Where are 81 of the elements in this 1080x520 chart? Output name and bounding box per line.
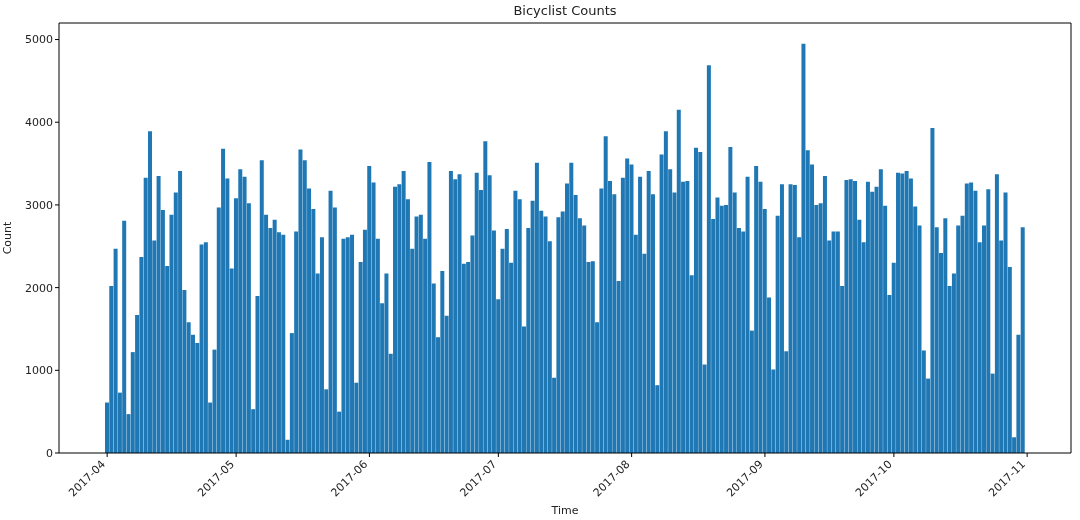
bar: [754, 166, 759, 453]
bar: [513, 190, 518, 453]
bar: [844, 180, 849, 453]
bar: [625, 158, 630, 453]
bar: [865, 181, 870, 453]
y-tick-label: 4000: [25, 116, 53, 130]
bar: [706, 65, 711, 453]
bar: [728, 147, 733, 453]
bar: [986, 189, 991, 453]
bar: [440, 271, 445, 453]
bar: [341, 238, 346, 453]
bar: [345, 237, 350, 453]
bar: [698, 152, 703, 453]
chart-title: Bicyclist Counts: [513, 3, 617, 18]
bar: [848, 179, 853, 453]
bar: [779, 184, 784, 453]
bar: [994, 174, 999, 453]
bar: [835, 231, 840, 453]
y-axis-title: Count: [1, 221, 14, 255]
bar: [113, 248, 118, 453]
bar: [393, 186, 398, 453]
bar: [427, 161, 432, 453]
bar: [534, 162, 539, 453]
bar: [715, 197, 720, 453]
bar: [504, 228, 509, 453]
bar: [221, 148, 226, 453]
bar: [878, 169, 883, 453]
bar: [156, 175, 161, 453]
bar: [676, 109, 681, 453]
bar: [178, 171, 183, 453]
bar: [590, 261, 595, 453]
y-tick-label: 3000: [25, 198, 53, 212]
bar: [693, 147, 698, 453]
bar: [964, 183, 969, 453]
bar: [663, 131, 668, 453]
bar: [203, 242, 208, 453]
bar: [896, 172, 901, 453]
y-tick-label: 1000: [25, 364, 53, 378]
bar: [418, 214, 423, 453]
bar: [1020, 227, 1025, 453]
bar: [350, 234, 355, 453]
bar: [401, 171, 406, 453]
bar: [685, 180, 690, 453]
bar: [853, 180, 858, 453]
bar: [969, 182, 974, 453]
bar: [474, 172, 479, 453]
bar: [822, 175, 827, 453]
bar: [147, 131, 152, 453]
bar: [1003, 192, 1008, 453]
x-axis-title: Time: [551, 504, 579, 517]
bar: [943, 218, 948, 453]
bar: [603, 136, 608, 453]
bar: [298, 149, 303, 453]
bar: [930, 128, 935, 453]
bar: [281, 234, 286, 453]
y-tick-label: 5000: [25, 33, 53, 47]
bar: [638, 176, 643, 453]
bar: [448, 171, 453, 453]
bar: [792, 185, 797, 453]
y-tick-label: 0: [46, 446, 53, 460]
bar: [328, 190, 333, 453]
bar: [745, 176, 750, 453]
bar: [384, 273, 389, 453]
bar: [259, 160, 264, 453]
y-tick-label: 2000: [25, 281, 53, 295]
bar: [457, 174, 462, 453]
bar: [238, 169, 243, 453]
bar: [367, 166, 372, 453]
bar: [569, 162, 574, 453]
bar: [122, 220, 127, 453]
bar: [788, 184, 793, 453]
bar: [831, 231, 836, 453]
bar: [801, 43, 806, 453]
bar: [272, 219, 277, 453]
bar: [646, 171, 651, 453]
bar: [199, 244, 204, 453]
bar: [319, 237, 324, 453]
bar: [483, 141, 488, 453]
bar: [414, 216, 419, 453]
bar: [900, 173, 905, 453]
bar: [904, 171, 909, 453]
